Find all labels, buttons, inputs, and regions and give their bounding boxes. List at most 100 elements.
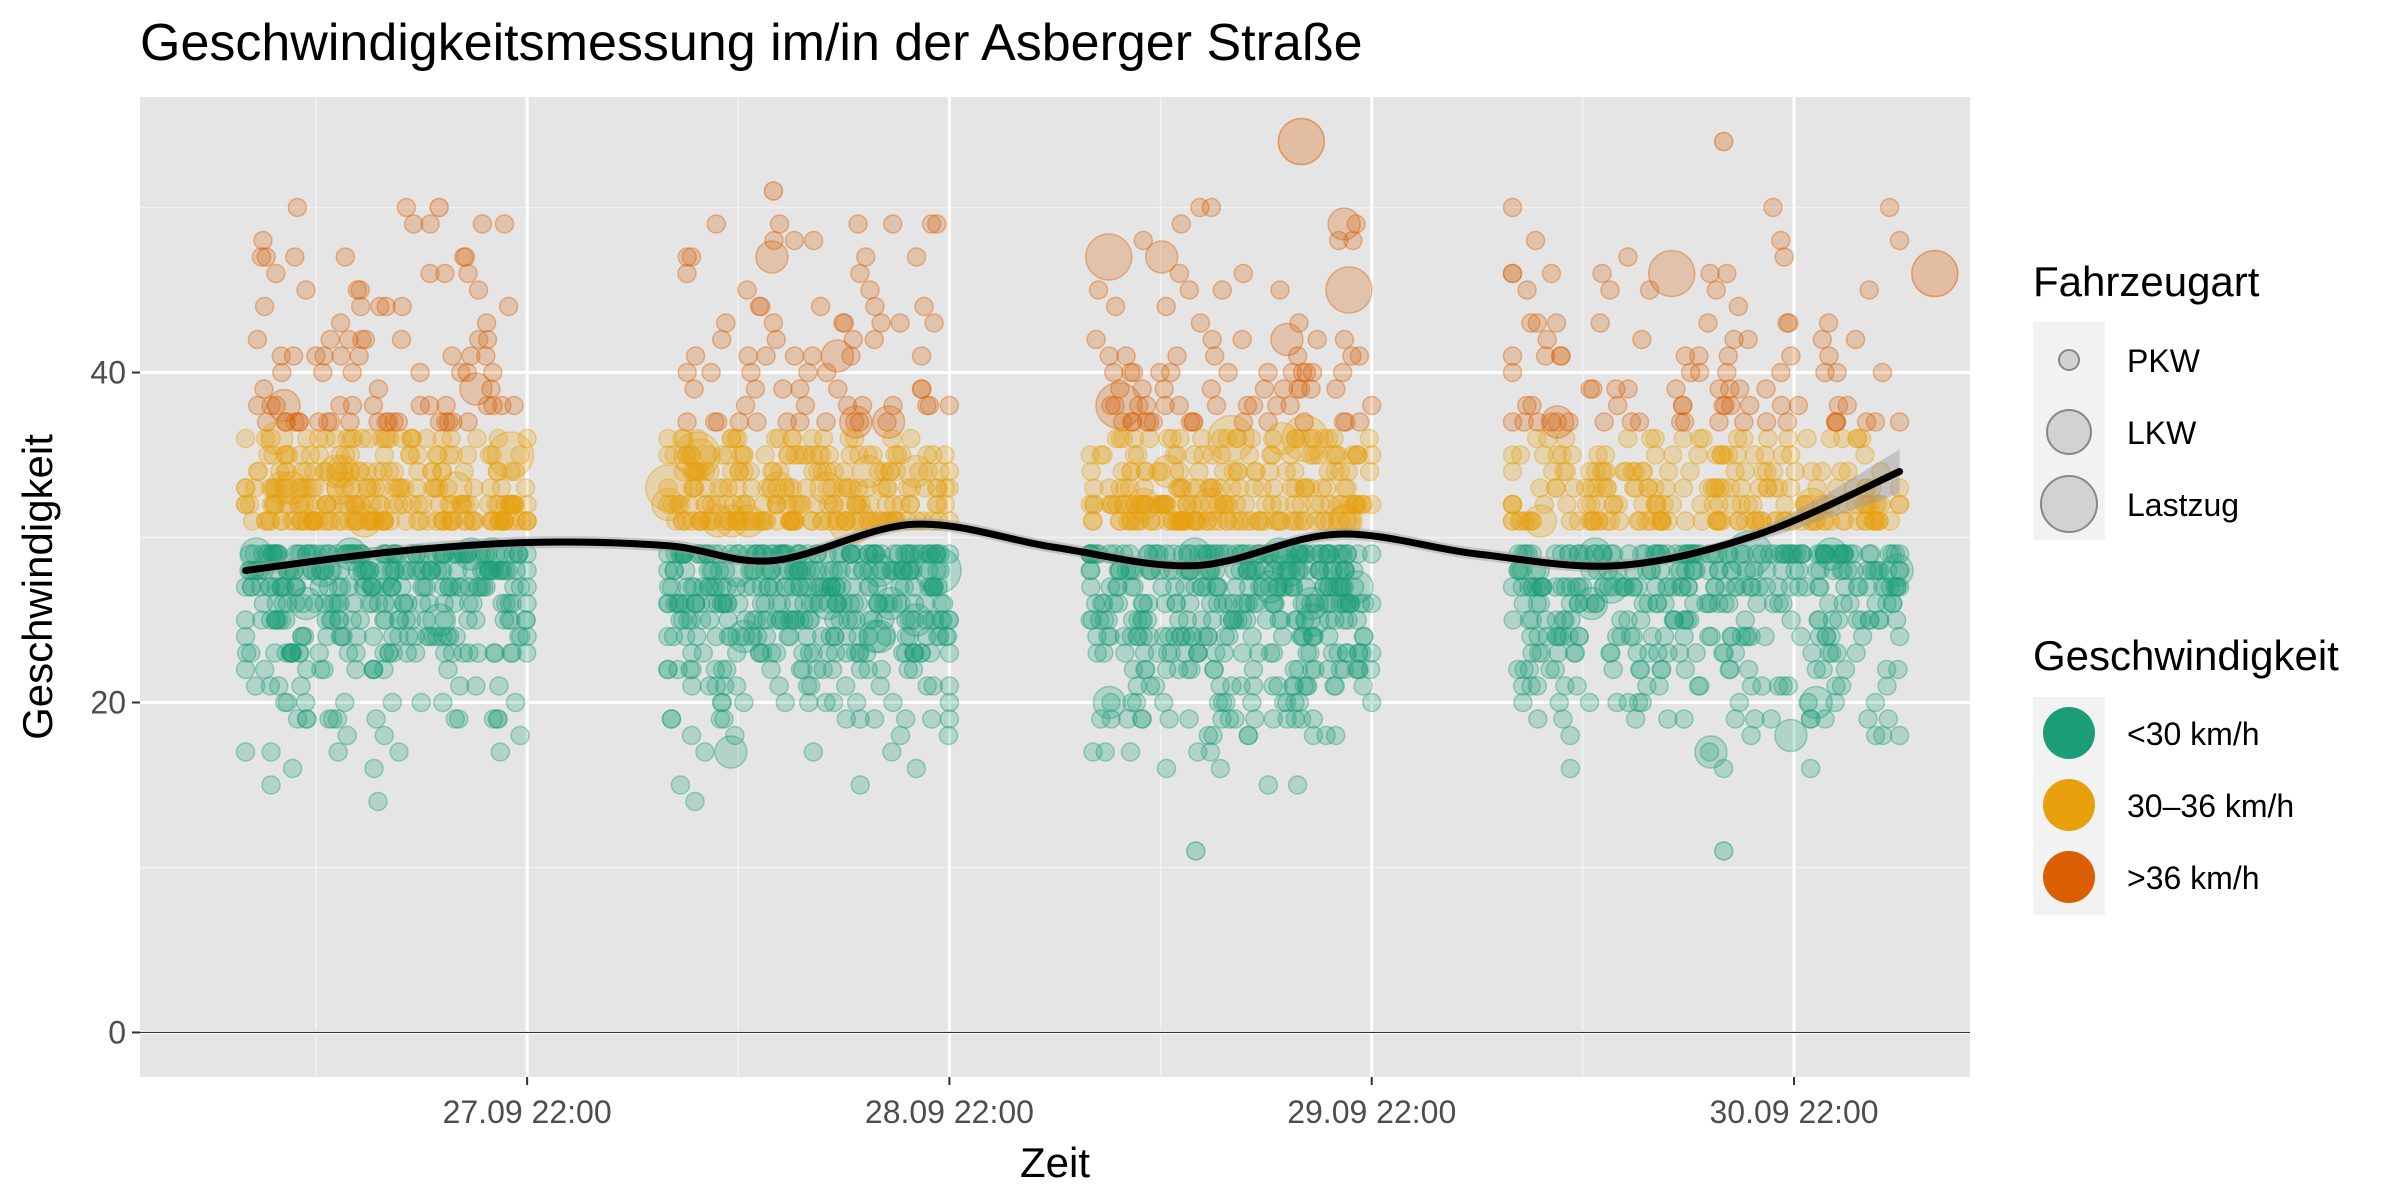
scatter-point	[1819, 643, 1839, 663]
scatter-point	[282, 758, 303, 779]
scatter-point	[782, 428, 803, 449]
scatter-point	[1318, 659, 1338, 680]
scatter-point	[1855, 511, 1875, 531]
scatter-point	[1688, 445, 1708, 465]
scatter-point	[1316, 544, 1337, 564]
scatter-point	[1242, 626, 1262, 647]
scatter-point	[1233, 263, 1254, 284]
scatter-point	[393, 593, 414, 614]
scatter-point	[1133, 610, 1153, 630]
scatter-point	[385, 560, 405, 581]
scatter-point	[844, 412, 865, 432]
scatter-point	[780, 511, 801, 531]
scatter-point	[843, 329, 864, 350]
scatter-point	[1883, 593, 1903, 614]
scatter-point	[1255, 494, 1276, 515]
scatter-point	[1232, 329, 1252, 350]
scatter-point	[1288, 544, 1309, 564]
scatter-point	[1771, 395, 1792, 416]
scatter-point	[1334, 560, 1355, 581]
scatter-point	[276, 643, 297, 663]
scatter-point	[296, 659, 317, 680]
scatter-point	[811, 626, 832, 647]
scatter-point	[1121, 461, 1141, 482]
scatter-point	[763, 577, 784, 597]
scatter-point	[1513, 593, 1534, 614]
scatter-point	[685, 346, 706, 366]
scatter-point	[865, 296, 885, 317]
scatter-point	[1147, 643, 1168, 663]
scatter-point	[1708, 560, 1729, 581]
scatter-point	[725, 428, 746, 449]
scatter-point	[1340, 593, 1361, 614]
scatter-point	[1304, 494, 1325, 515]
scatter-point	[1337, 544, 1357, 564]
scatter-point	[833, 478, 853, 498]
scatter-point	[1319, 544, 1339, 564]
scatter-point	[661, 577, 682, 597]
scatter-point	[1132, 709, 1152, 729]
scatter-point	[1748, 511, 1768, 531]
scatter-point	[761, 471, 796, 505]
scatter-point	[727, 619, 761, 654]
scatter-point	[1786, 544, 1807, 564]
scatter-point	[658, 494, 678, 515]
scatter-point	[1120, 494, 1140, 515]
scatter-point	[1217, 511, 1238, 531]
scatter-point	[314, 346, 334, 366]
scatter-point	[1294, 412, 1314, 432]
scatter-point	[785, 445, 805, 465]
scatter-point	[235, 659, 256, 680]
scatter-point	[761, 478, 782, 498]
scatter-point	[790, 412, 810, 432]
scatter-point	[481, 511, 502, 531]
scatter-point	[1672, 395, 1693, 416]
scatter-point	[891, 593, 911, 614]
scatter-point	[458, 610, 478, 630]
scatter-point	[1696, 593, 1716, 614]
scatter-point	[1735, 511, 1756, 531]
scatter-point	[1706, 511, 1727, 531]
scatter-point	[1218, 362, 1238, 383]
scatter-point	[1124, 577, 1144, 597]
scatter-point	[1515, 511, 1536, 531]
scatter-point	[1281, 478, 1302, 498]
scatter-point	[1603, 659, 1623, 680]
scatter-point	[807, 659, 827, 680]
scatter-point	[697, 511, 718, 531]
scatter-point	[1134, 643, 1155, 663]
scatter-point	[1258, 412, 1278, 432]
scatter-point	[1528, 626, 1549, 647]
scatter-point	[1735, 626, 1756, 647]
scatter-point	[1306, 511, 1326, 531]
scatter-point	[933, 593, 954, 614]
scatter-point	[849, 643, 870, 663]
scatter-point	[852, 560, 872, 581]
scatter-point	[900, 494, 921, 515]
scatter-point	[347, 560, 368, 581]
scatter-point	[681, 445, 702, 465]
scatter-point	[1713, 131, 1734, 152]
scatter-point	[685, 593, 706, 614]
scatter-point	[275, 412, 296, 432]
scatter-point	[349, 346, 369, 366]
scatter-point	[759, 577, 779, 597]
scatter-point	[682, 577, 702, 597]
scatter-point	[261, 494, 282, 515]
scatter-point	[1106, 494, 1127, 515]
scatter-point	[476, 313, 497, 333]
scatter-point	[1826, 478, 1847, 498]
scatter-point	[923, 577, 944, 597]
scatter-point	[506, 560, 526, 581]
scatter-point	[884, 544, 905, 564]
scatter-point	[824, 626, 845, 647]
scatter-point	[871, 405, 906, 439]
scatter-point	[901, 428, 921, 449]
scatter-point	[328, 461, 349, 482]
scatter-point	[1344, 494, 1365, 515]
scatter-point	[376, 412, 396, 432]
scatter-point	[487, 461, 508, 482]
scatter-point	[1126, 692, 1147, 713]
scatter-point	[1100, 626, 1120, 647]
scatter-point	[1546, 626, 1567, 647]
